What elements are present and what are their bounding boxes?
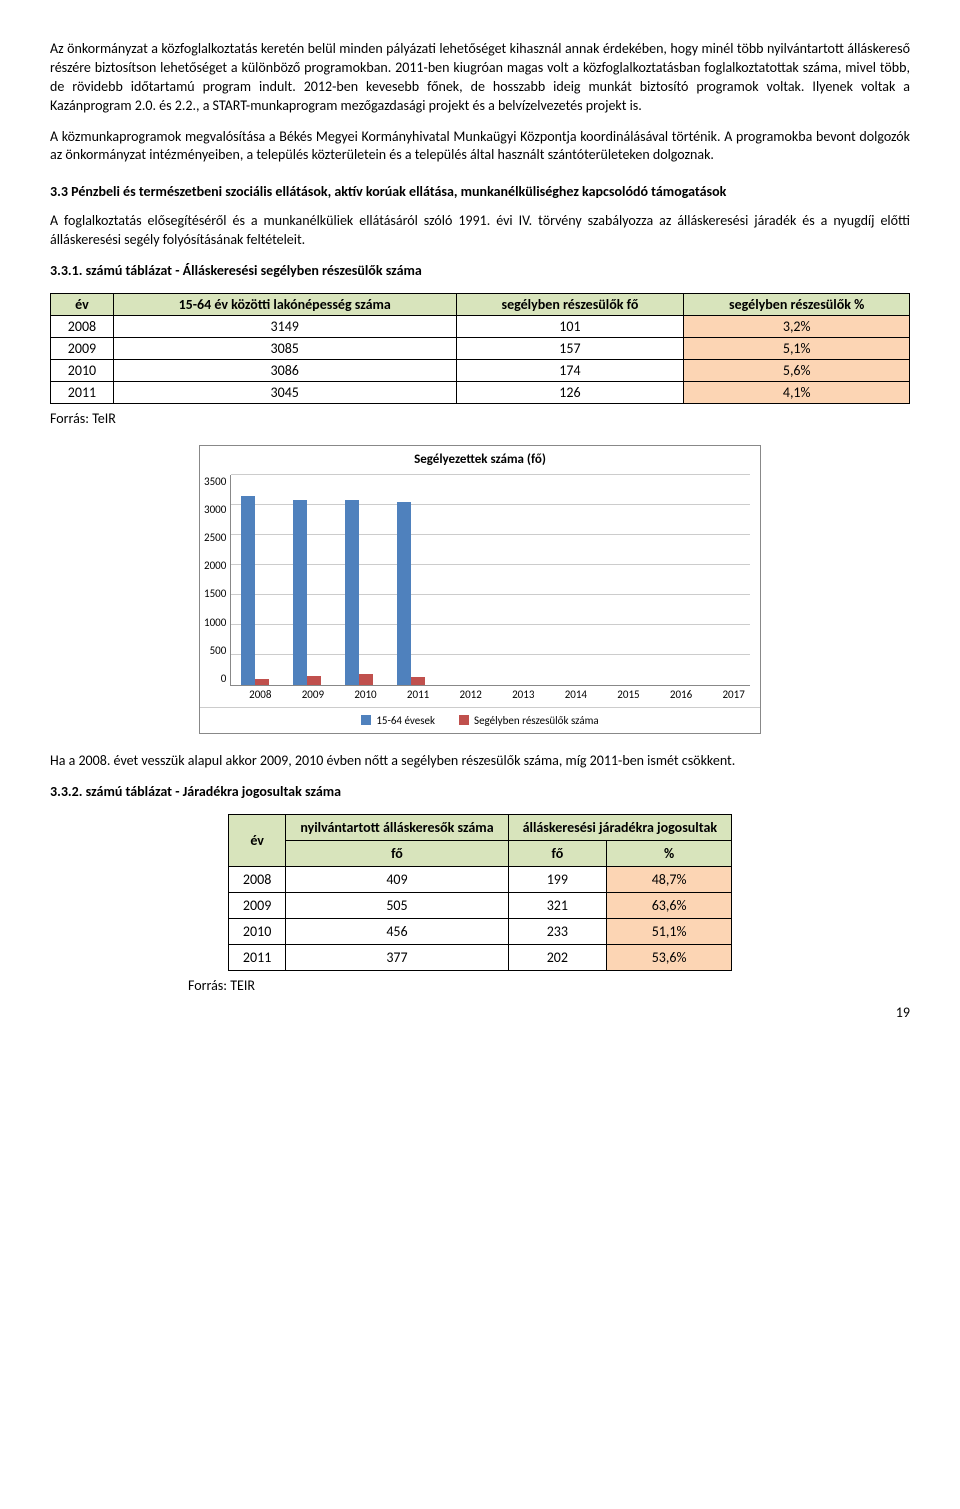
page-number: 19	[50, 1004, 910, 1021]
t332-h-jaradek: álláskeresési járadékra jogosultak	[508, 814, 731, 840]
chart-plot-area	[230, 475, 750, 686]
legend-label-1: 15-64 évesek	[376, 714, 435, 727]
table-cell: 505	[286, 892, 508, 918]
chart-legend: 15-64 évesek Segélyben részesülők száma	[200, 707, 760, 733]
t331-h2: segélyben részesülők fő	[456, 293, 684, 315]
table-cell: 174	[456, 359, 684, 381]
table-cell: 53,6%	[607, 944, 732, 970]
table-cell: 3085	[113, 337, 456, 359]
table-cell: 2009	[51, 337, 114, 359]
table-cell: 3149	[113, 315, 456, 337]
table-3-3-2: év nyilvántartott álláskeresők száma áll…	[228, 814, 732, 971]
table-cell: 3,2%	[684, 315, 910, 337]
table-cell: 101	[456, 315, 684, 337]
table-cell: 377	[286, 944, 508, 970]
table-cell: 126	[456, 381, 684, 403]
table-cell: 456	[286, 918, 508, 944]
t332-h-ev: év	[228, 814, 285, 866]
legend-swatch-2	[459, 715, 469, 725]
table-cell: 409	[286, 866, 508, 892]
table-3-3-2-title: 3.3.2. számú táblázat - Járadékra jogosu…	[50, 783, 910, 802]
table-cell: 2008	[228, 866, 285, 892]
table-cell: 3045	[113, 381, 456, 403]
table-cell: 63,6%	[607, 892, 732, 918]
table-cell: 5,1%	[684, 337, 910, 359]
t331-h3: segélyben részesülők %	[684, 293, 910, 315]
table-cell: 48,7%	[607, 866, 732, 892]
table-3-3-1-title: 3.3.1. számú táblázat - Álláskeresési se…	[50, 262, 910, 281]
table-cell: 2011	[51, 381, 114, 403]
t332-h-fo1: fő	[286, 840, 508, 866]
t331-h0: év	[51, 293, 114, 315]
paragraph-3-3: A foglalkoztatás elősegítéséről és a mun…	[50, 212, 910, 250]
legend-swatch-1	[361, 715, 371, 725]
table-cell: 3086	[113, 359, 456, 381]
chart-title: Segélyezettek száma (fő)	[200, 452, 760, 467]
table-cell: 51,1%	[607, 918, 732, 944]
table-cell: 2009	[228, 892, 285, 918]
source-1: Forrás: TeIR	[50, 410, 910, 427]
table-cell: 2011	[228, 944, 285, 970]
table-cell: 2010	[228, 918, 285, 944]
t332-h-pct: %	[607, 840, 732, 866]
table-cell: 2010	[51, 359, 114, 381]
table-cell: 321	[508, 892, 607, 918]
t332-h-fo2: fő	[508, 840, 607, 866]
paragraph-intro-2: A közmunkaprogramok megvalósítása a Béké…	[50, 128, 910, 166]
table-cell: 202	[508, 944, 607, 970]
source-2: Forrás: TEIR	[188, 977, 910, 994]
legend-item-1: 15-64 évesek	[361, 714, 435, 727]
table-cell: 4,1%	[684, 381, 910, 403]
table-cell: 5,6%	[684, 359, 910, 381]
t332-h-nyilv: nyilvántartott álláskeresők száma	[286, 814, 508, 840]
section-3-3-title: 3.3 Pénzbeli és természetbeni szociális …	[50, 183, 910, 202]
chart-y-axis: 3500300025002000150010005000	[204, 475, 230, 685]
paragraph-intro-1: Az önkormányzat a közfoglalkoztatás kere…	[50, 40, 910, 116]
t331-h1: 15-64 év közötti lakónépesség száma	[113, 293, 456, 315]
legend-item-2: Segélyben részesülők száma	[459, 714, 599, 727]
table-3-3-1: év 15-64 év közötti lakónépesség száma s…	[50, 293, 910, 404]
paragraph-4: Ha a 2008. évet vesszük alapul akkor 200…	[50, 752, 910, 771]
table-cell: 157	[456, 337, 684, 359]
chart-x-axis: 2008200920102011201220132014201520162017	[234, 686, 760, 701]
table-cell: 2008	[51, 315, 114, 337]
table-cell: 199	[508, 866, 607, 892]
chart-container: Segélyezettek száma (fő) 350030002500200…	[199, 445, 761, 734]
legend-label-2: Segélyben részesülők száma	[474, 714, 599, 727]
table-cell: 233	[508, 918, 607, 944]
